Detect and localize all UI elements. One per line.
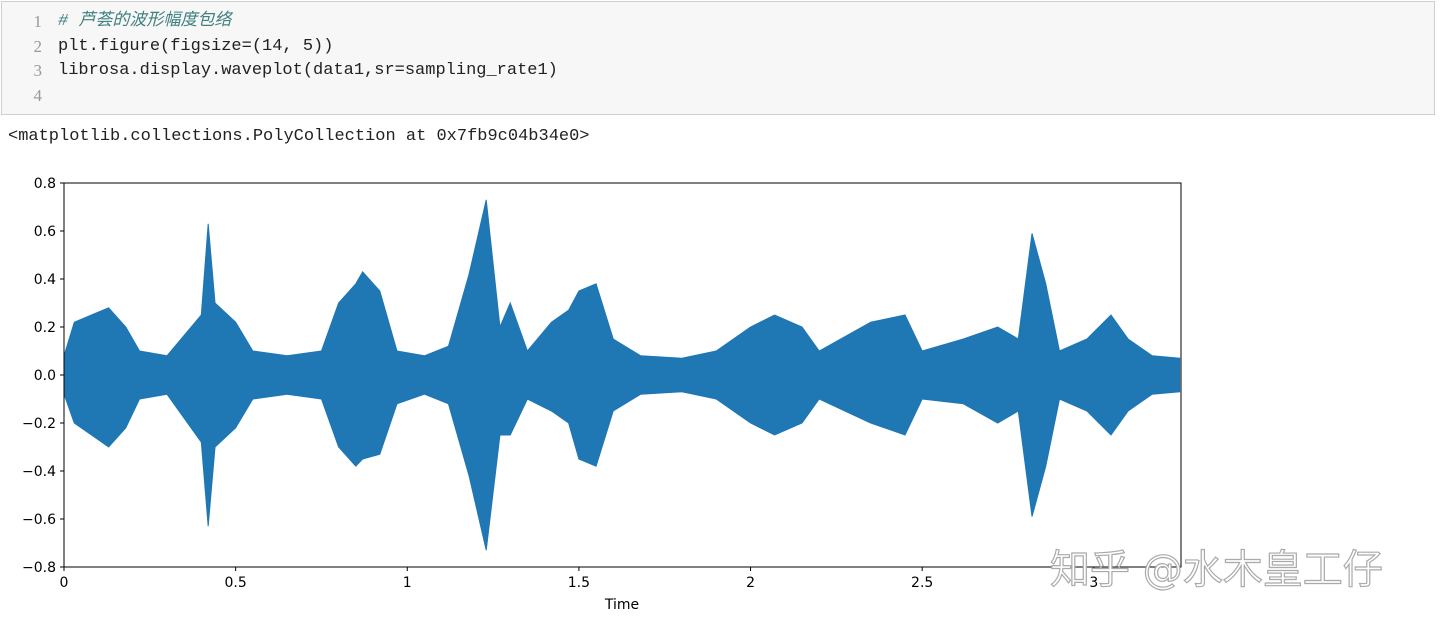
x-tick-label: 2 (746, 575, 755, 591)
line-numbers: 1 2 3 4 (2, 10, 43, 108)
watermark: 知乎 @水木皇工仔 (1050, 547, 1383, 593)
x-tick-label: 1.5 (568, 575, 590, 591)
line-number: 3 (33, 61, 43, 80)
y-tick-label: 0.2 (34, 320, 56, 336)
output-text: <matplotlib.collections.PolyCollection a… (8, 127, 590, 146)
x-tick-label: 2.5 (911, 575, 933, 591)
x-axis-label: Time (604, 597, 639, 613)
code-line: # 芦荟的波形幅度包络 (58, 12, 232, 31)
y-tick-label: −0.2 (22, 416, 56, 432)
code: # 芦荟的波形幅度包络 plt.figure(figsize=(14, 5)) li… (58, 10, 558, 84)
y-tick-label: 0.6 (34, 224, 56, 240)
y-tick-label: −0.4 (22, 464, 56, 480)
x-tick-label: 0 (60, 575, 69, 591)
x-tick-label: 1 (403, 575, 412, 591)
code-line: plt.figure(figsize=(14, 5)) (58, 36, 334, 56)
line-number: 1 (33, 12, 43, 31)
waveform-envelope (63, 199, 1181, 376)
y-tick-label: −0.8 (22, 560, 56, 576)
line-number: 4 (33, 85, 43, 105)
y-tick-label: 0.4 (34, 272, 56, 288)
line-number: 2 (33, 36, 43, 56)
y-tick-label: −0.6 (22, 512, 56, 528)
x-tick-label: 3 (1089, 575, 1098, 591)
code-cell[interactable]: 1 2 3 4 # 芦荟的波形幅度包络 plt.figure(figsize=(14, … (1, 1, 1435, 115)
waveform-envelope (63, 374, 1181, 551)
code-line: librosa.display.waveplot(data1,sr=sampli… (58, 61, 558, 80)
y-tick-label: 0.0 (34, 368, 56, 384)
y-tick-label: 0.8 (34, 176, 56, 192)
x-tick-label: 0.5 (225, 575, 247, 591)
